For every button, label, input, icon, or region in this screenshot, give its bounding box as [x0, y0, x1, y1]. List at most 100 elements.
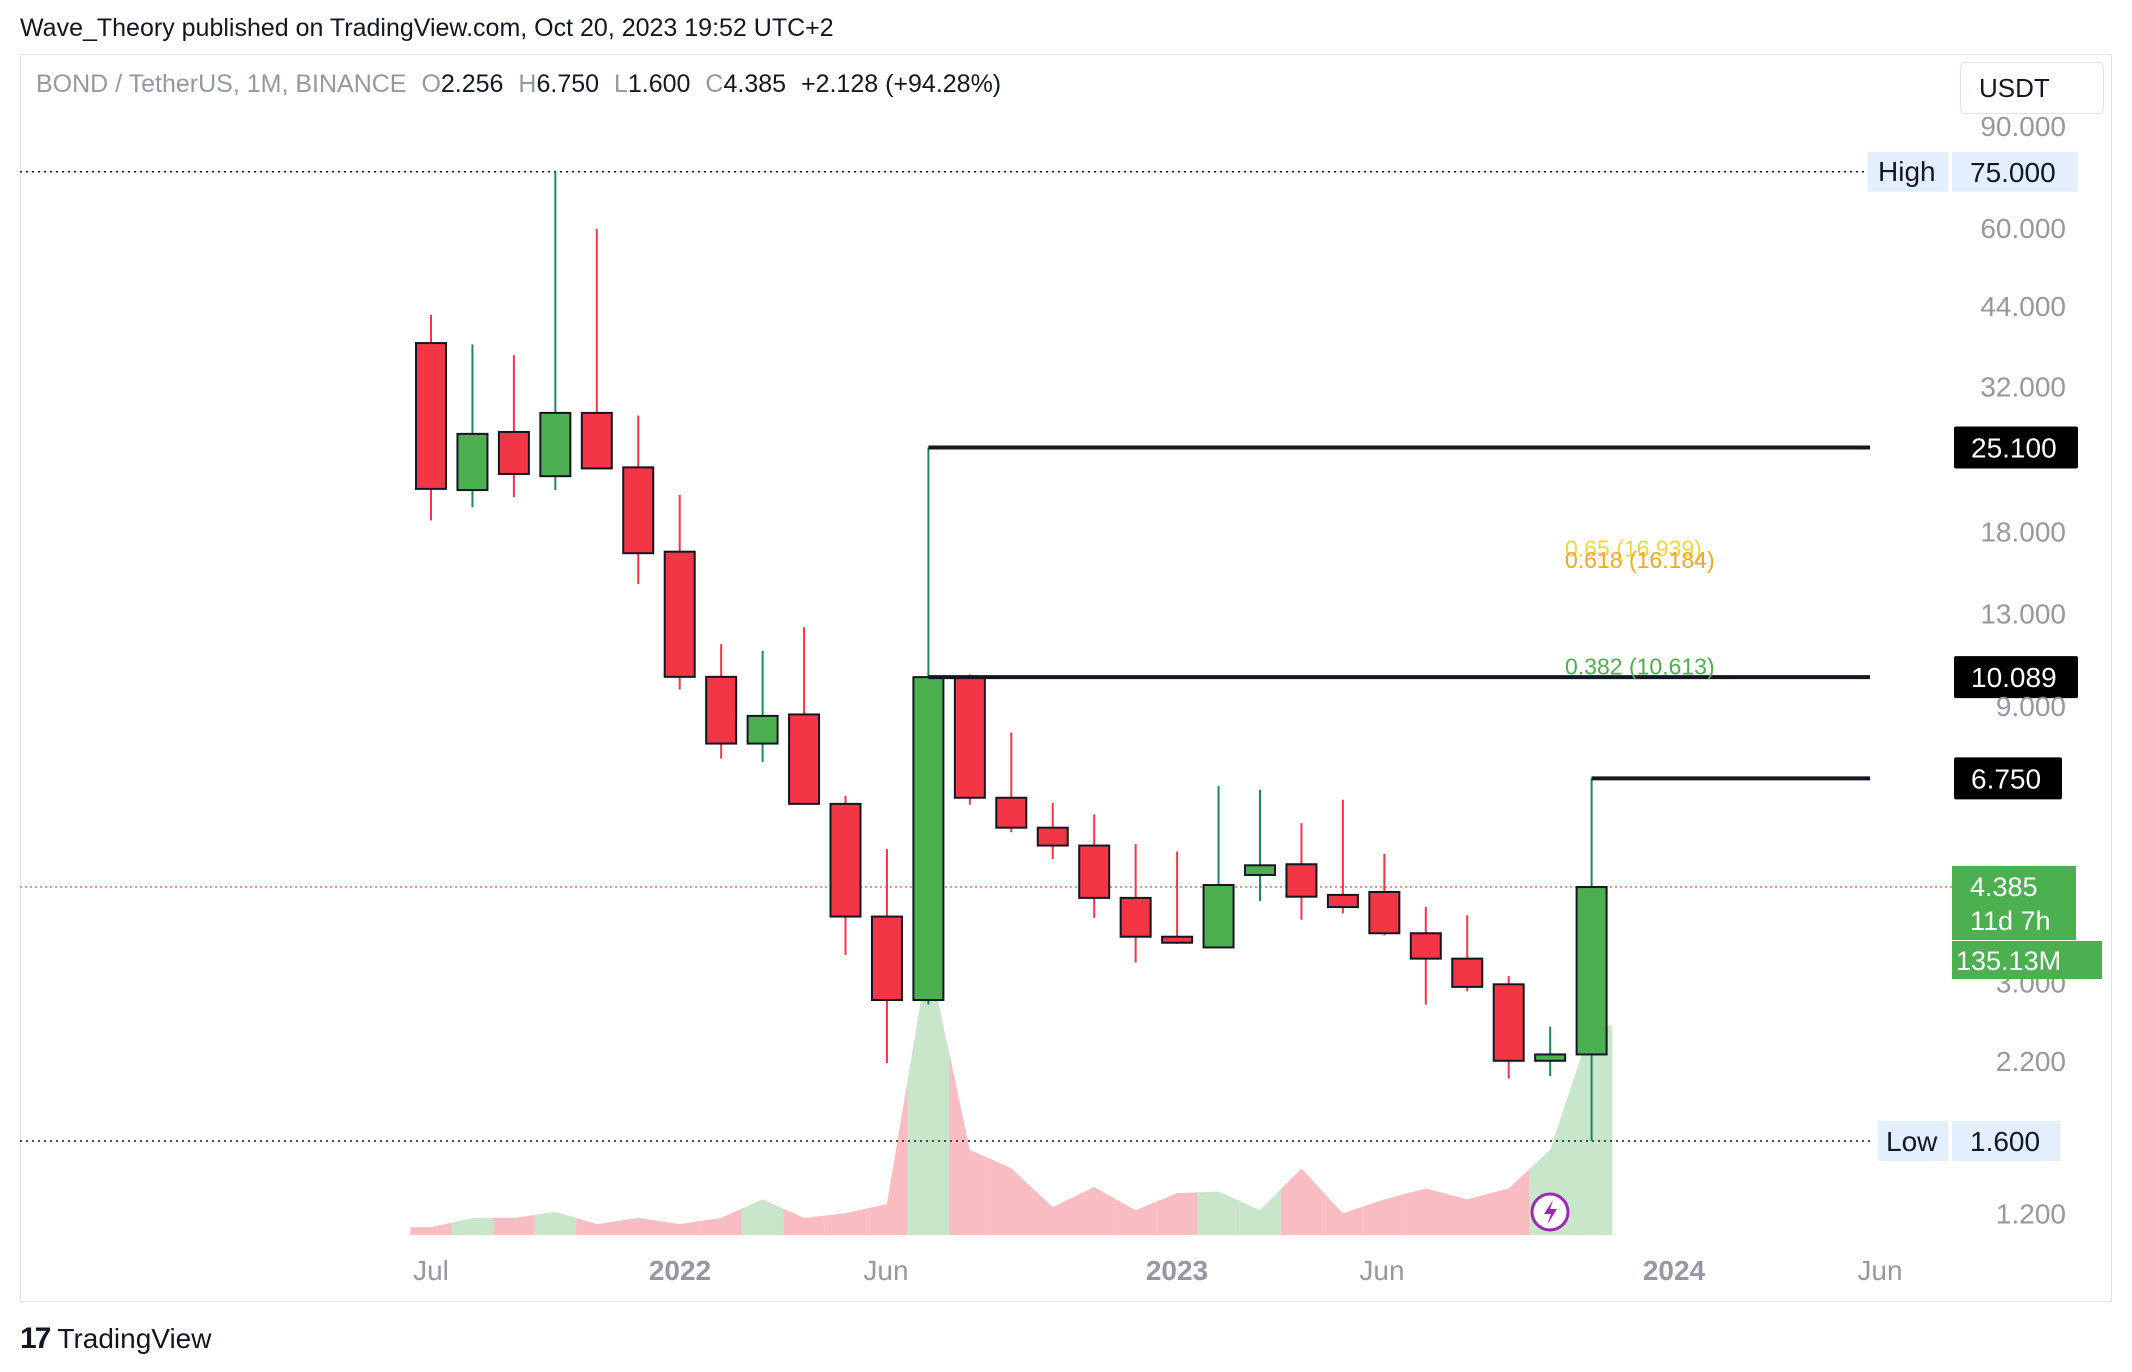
- volume-area: [1114, 1198, 1157, 1235]
- x-tick-label: Jun: [1857, 1255, 1902, 1286]
- countdown-label: 11d 7h: [1970, 906, 2051, 936]
- candle-body[interactable]: [1534, 1053, 1567, 1062]
- y-tick-label: 60.000: [1980, 213, 2066, 244]
- x-tick-label: 2023: [1146, 1255, 1208, 1286]
- brand-name: TradingView: [57, 1323, 212, 1354]
- volume-area: [1280, 1168, 1323, 1235]
- open-value: 2.256: [440, 70, 504, 98]
- fib-level-label: 0.65 (16.939): [1565, 536, 1702, 562]
- candle-body[interactable]: [705, 675, 738, 745]
- y-tick-label: 13.000: [1980, 598, 2066, 629]
- tradingview-logo-icon[interactable]: 17: [20, 1322, 51, 1355]
- x-tick-label: Jul: [413, 1255, 449, 1286]
- volume-area: [1363, 1193, 1406, 1235]
- volume-area: [1032, 1187, 1074, 1235]
- high-value: 6.750: [536, 70, 600, 98]
- y-tick-label: 18.000: [1980, 516, 2066, 547]
- candle-body[interactable]: [1036, 826, 1069, 847]
- volume-area: [700, 1208, 742, 1235]
- fib-level-label: 0.618 (16.184): [1565, 547, 1715, 573]
- volume-value-tag: [1952, 941, 2102, 979]
- candle-body[interactable]: [497, 430, 530, 475]
- candle-body[interactable]: [1575, 886, 1608, 1056]
- volume-area: [1239, 1189, 1281, 1235]
- candle-body[interactable]: [1078, 844, 1111, 899]
- fib-level-label: 0.382 (10.613): [1565, 653, 1715, 679]
- x-tick-label: Jun: [1359, 1255, 1404, 1286]
- y-tick-label: 9.000: [1996, 691, 2066, 722]
- volume-area: [1487, 1169, 1530, 1235]
- low-label: Low: [1886, 1126, 1938, 1157]
- candle-body[interactable]: [539, 411, 572, 478]
- candle-body[interactable]: [415, 342, 447, 490]
- volume-area: [949, 1052, 991, 1235]
- low-value-tag: [1952, 1121, 2060, 1161]
- candle-body[interactable]: [456, 432, 489, 492]
- candle-body[interactable]: [829, 802, 862, 918]
- last-price-label: 4.385: [1970, 872, 2038, 902]
- candle-body[interactable]: [746, 714, 779, 745]
- high-value-tag: [1952, 151, 2078, 192]
- candle-body[interactable]: [1244, 864, 1276, 876]
- level-price-tag: [1954, 426, 2078, 469]
- candle-body[interactable]: [870, 915, 903, 1002]
- change-value: +2.128 (+94.28%): [800, 70, 1002, 98]
- candle-body[interactable]: [1368, 890, 1401, 935]
- close-key: C: [705, 70, 724, 98]
- y-tick-label: 1.200: [1996, 1198, 2066, 1229]
- volume-area: [741, 1199, 784, 1235]
- low-label-tag: [1878, 1121, 1948, 1161]
- candle-body[interactable]: [622, 466, 655, 555]
- candle-body[interactable]: [580, 411, 613, 470]
- level-price-tag: [1954, 757, 2062, 800]
- candle-body[interactable]: [1285, 863, 1318, 898]
- volume-area: [1156, 1192, 1198, 1235]
- candle-body[interactable]: [1451, 957, 1484, 988]
- candle-body[interactable]: [1202, 884, 1235, 949]
- candle-body[interactable]: [788, 713, 821, 805]
- candle-body[interactable]: [1409, 932, 1442, 960]
- high-key: H: [518, 70, 537, 98]
- high-value-label: 75.000: [1970, 157, 2056, 188]
- high-label: High: [1878, 156, 1936, 187]
- volume-area: [658, 1221, 701, 1235]
- candle-body[interactable]: [1492, 983, 1525, 1062]
- x-tick-label: 2024: [1643, 1255, 1706, 1286]
- volume-area: [1197, 1191, 1240, 1235]
- volume-area: [907, 956, 950, 1235]
- low-key: L: [613, 70, 628, 98]
- volume-area: [1322, 1190, 1364, 1235]
- ohlc-legend: BOND / TetherUS, 1M, BINANCE O2.256 H6.7…: [36, 70, 1001, 99]
- candle-body[interactable]: [663, 550, 696, 678]
- level-price-tag: [1954, 656, 2078, 699]
- lightning-bolt-icon: [1544, 1200, 1557, 1225]
- currency-button[interactable]: USDT: [1960, 62, 2104, 114]
- candle-body[interactable]: [1161, 935, 1194, 944]
- volume-area: [866, 1080, 908, 1235]
- volume-area: [990, 1159, 1033, 1235]
- level-price-label: 6.750: [1971, 763, 2041, 794]
- footer: 17 TradingView: [20, 1322, 211, 1356]
- level-price-label: 10.089: [1971, 662, 2057, 693]
- volume-area: [451, 1217, 494, 1235]
- volume-area: [410, 1222, 452, 1235]
- x-tick-label: Jun: [863, 1255, 908, 1286]
- publisher-header: Wave_Theory published on TradingView.com…: [20, 14, 834, 42]
- candle-body[interactable]: [953, 676, 986, 799]
- close-value: 4.385: [723, 70, 787, 98]
- volume-value-label: 135.13M: [1956, 946, 2061, 976]
- volume-area: [783, 1208, 825, 1235]
- volume-area: [617, 1217, 659, 1235]
- candle-body[interactable]: [995, 796, 1028, 829]
- symbol-label[interactable]: BOND / TetherUS, 1M, BINANCE: [36, 70, 407, 98]
- y-tick-label: 2.200: [1996, 1046, 2066, 1077]
- y-tick-label: 90.000: [1980, 111, 2066, 142]
- last-price-tag: [1952, 866, 2076, 940]
- candle-body[interactable]: [1119, 896, 1152, 938]
- candle-body[interactable]: [912, 676, 945, 1002]
- candle-body[interactable]: [1326, 893, 1359, 909]
- chart-frame: [20, 54, 2112, 1302]
- volume-area: [534, 1211, 577, 1235]
- volume-area: [1073, 1186, 1115, 1235]
